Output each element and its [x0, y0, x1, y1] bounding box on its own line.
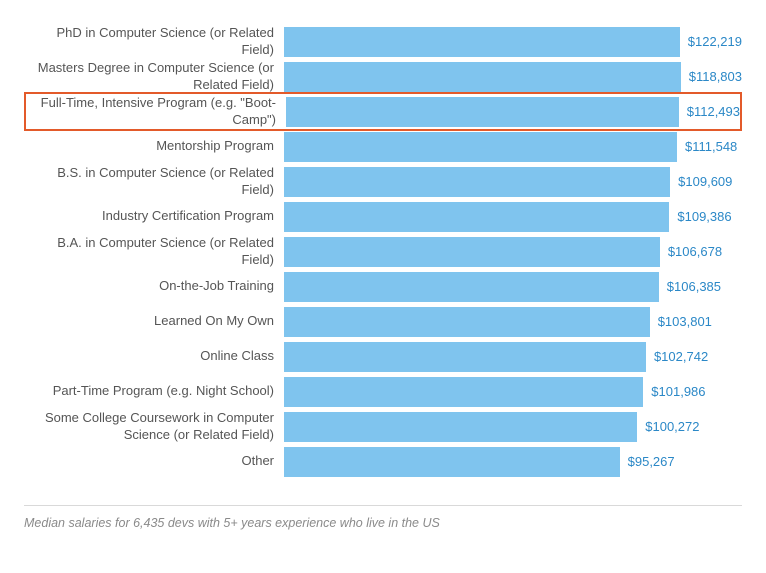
caption-area: Median salaries for 6,435 devs with 5+ y… [0, 491, 766, 530]
chart-row-label: B.A. in Computer Science (or Related Fie… [24, 235, 284, 268]
chart-bar [284, 27, 680, 57]
chart-row: Online Class $102,742 [24, 339, 742, 374]
chart-bar [284, 307, 650, 337]
chart-row-value: $109,386 [677, 209, 731, 224]
chart-bar [284, 62, 681, 92]
chart-row: On-the-Job Training $106,385 [24, 269, 742, 304]
chart-bar-area: $95,267 [284, 444, 742, 479]
chart-row: Some College Coursework in Computer Scie… [24, 409, 742, 444]
chart-row: Learned On My Own $103,801 [24, 304, 742, 339]
chart-bar [284, 132, 677, 162]
chart-row: Mentorship Program $111,548 [24, 129, 742, 164]
chart-row-value: $118,803 [689, 69, 742, 84]
chart-bar-area: $112,493 [286, 94, 740, 129]
chart-row-value: $102,742 [654, 349, 708, 364]
chart-row-value: $109,609 [678, 174, 732, 189]
chart-bar [284, 202, 669, 232]
chart-row-label: Learned On My Own [24, 313, 284, 329]
chart-bar-area: $111,548 [284, 129, 742, 164]
chart-bar-area: $109,609 [284, 164, 742, 199]
chart-row-label: On-the-Job Training [24, 278, 284, 294]
chart-bar-area: $102,742 [284, 339, 742, 374]
chart-bar-area: $106,678 [284, 234, 742, 269]
chart-bar [284, 377, 643, 407]
chart-row-value: $101,986 [651, 384, 705, 399]
chart-row-value: $106,678 [668, 244, 722, 259]
chart-bar [284, 167, 670, 197]
chart-row-value: $95,267 [628, 454, 675, 469]
chart-bar [284, 447, 620, 477]
chart-bar-area: $100,272 [284, 409, 742, 444]
chart-bar [284, 412, 637, 442]
chart-row-value: $111,548 [685, 139, 737, 154]
chart-bar [286, 97, 679, 127]
chart-bar-area: $103,801 [284, 304, 742, 339]
chart-row-value: $103,801 [658, 314, 712, 329]
salary-bar-chart: PhD in Computer Science (or Related Fiel… [0, 0, 766, 491]
chart-row-label: Part-Time Program (e.g. Night School) [24, 383, 284, 399]
chart-row-label: Other [24, 453, 284, 469]
chart-row: B.A. in Computer Science (or Related Fie… [24, 234, 742, 269]
chart-bar-area: $109,386 [284, 199, 742, 234]
chart-row-value: $122,219 [688, 34, 742, 49]
chart-row: Full-Time, Intensive Program (e.g. "Boot… [24, 92, 742, 131]
caption-rule [24, 505, 742, 506]
chart-bar-area: $106,385 [284, 269, 742, 304]
chart-row-label: Masters Degree in Computer Science (or R… [24, 60, 284, 93]
chart-bar [284, 342, 646, 372]
chart-row: Masters Degree in Computer Science (or R… [24, 59, 742, 94]
chart-row-label: PhD in Computer Science (or Related Fiel… [24, 25, 284, 58]
chart-row: Part-Time Program (e.g. Night School) $10… [24, 374, 742, 409]
chart-row-label: Mentorship Program [24, 138, 284, 154]
chart-row: B.S. in Computer Science (or Related Fie… [24, 164, 742, 199]
chart-row-label: Full-Time, Intensive Program (e.g. "Boot… [26, 95, 286, 128]
chart-bar-area: $101,986 [284, 374, 742, 409]
chart-row-value: $106,385 [667, 279, 721, 294]
chart-bar [284, 237, 660, 267]
chart-row-value: $112,493 [687, 104, 740, 119]
chart-row-label: Online Class [24, 348, 284, 364]
chart-row: PhD in Computer Science (or Related Fiel… [24, 24, 742, 59]
chart-row-label: B.S. in Computer Science (or Related Fie… [24, 165, 284, 198]
chart-row-label: Industry Certification Program [24, 208, 284, 224]
chart-row: Industry Certification Program $109,386 [24, 199, 742, 234]
chart-caption: Median salaries for 6,435 devs with 5+ y… [24, 516, 742, 530]
chart-bar [284, 272, 659, 302]
chart-row: Other $95,267 [24, 444, 742, 479]
chart-bar-area: $118,803 [284, 59, 742, 94]
chart-row-value: $100,272 [645, 419, 699, 434]
chart-row-label: Some College Coursework in Computer Scie… [24, 410, 284, 443]
chart-bar-area: $122,219 [284, 24, 742, 59]
